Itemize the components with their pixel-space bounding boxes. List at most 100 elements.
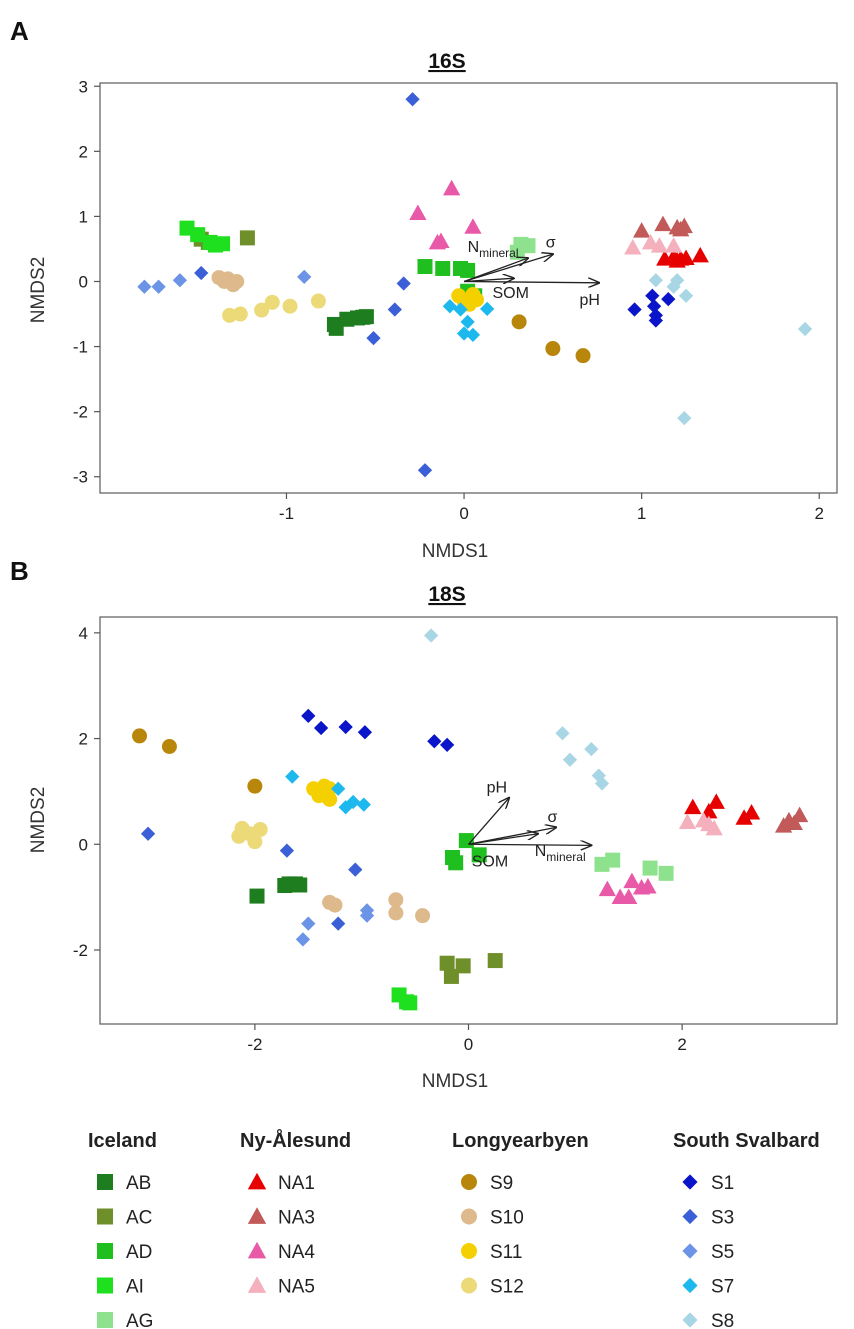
point-NA3	[633, 222, 651, 238]
env-vector-arrow	[468, 834, 538, 845]
y-tick-label: 1	[79, 207, 88, 226]
env-vector-subscript: mineral	[546, 850, 585, 864]
point-S7	[346, 794, 361, 810]
point-S8	[594, 776, 610, 791]
series-S9	[132, 728, 263, 794]
legend-item-label: S11	[490, 1242, 522, 1263]
point-AC	[439, 955, 455, 971]
x-tick-label: 2	[677, 1035, 686, 1054]
legend-group-title: Ny-Ålesund	[240, 1128, 351, 1152]
series-NA1	[656, 246, 709, 268]
point-S8	[670, 273, 685, 288]
legend-item-label: S12	[490, 1277, 524, 1298]
point-S8	[677, 411, 692, 426]
legend-item-label: S7	[711, 1277, 734, 1298]
point-NA4	[639, 877, 657, 894]
point-S11	[322, 781, 338, 797]
series-S7	[442, 299, 495, 342]
legend-item-label: S10	[490, 1208, 524, 1229]
point-NA1	[735, 809, 753, 825]
point-S1	[301, 708, 316, 723]
point-AC	[443, 968, 459, 984]
series-NA5	[624, 233, 683, 255]
scatter-plot-a: -1 0 1 2 3 2 1 0 -1 -2 -3 Nmineral σ SOM pH	[73, 77, 838, 523]
point-AB	[358, 309, 374, 325]
point-S5	[151, 279, 166, 294]
legend-marker-AC	[97, 1208, 113, 1225]
env-vector-subscript: mineral	[479, 246, 518, 260]
series-S8	[423, 628, 610, 791]
legend-marker-NA3	[247, 1207, 267, 1224]
point-AI	[190, 227, 206, 243]
x-tick-label: 1	[637, 504, 646, 523]
point-S1	[645, 288, 660, 303]
series-S12	[231, 820, 268, 850]
point-NA3	[790, 806, 809, 823]
point-S3	[279, 843, 295, 858]
legend-marker-AG	[97, 1312, 113, 1328]
legend-marker-S1	[682, 1174, 698, 1190]
point-AG	[513, 236, 529, 252]
env-vector-arrow	[463, 254, 553, 283]
point-S9	[161, 739, 177, 754]
legend-marker-S8	[682, 1312, 698, 1328]
point-NA5	[664, 237, 683, 253]
legend-item-label: NA3	[278, 1208, 315, 1229]
legend-marker-S7	[682, 1277, 698, 1294]
legend-item-label: AC	[126, 1208, 152, 1229]
legend: Iceland AB AC AD AI AG Ny-Ålesund NA1 NA3 NA4 NA5 L…	[88, 1128, 820, 1329]
env-vector-label: σ	[546, 235, 556, 252]
series-AG	[594, 852, 674, 881]
point-S8	[797, 321, 813, 337]
point-S5	[297, 269, 312, 285]
point-S3	[387, 302, 402, 317]
y-tick-label: -1	[73, 338, 88, 357]
point-S3	[417, 463, 433, 478]
legend-item-label: NA4	[278, 1242, 315, 1263]
legend-marker-NA1	[247, 1172, 267, 1190]
point-NA1	[742, 803, 761, 820]
y-tick-label: 4	[79, 624, 88, 643]
point-S9	[575, 348, 591, 364]
legend-item-label: NA1	[278, 1173, 315, 1194]
point-AI	[402, 995, 418, 1011]
point-S3	[331, 916, 346, 931]
series-NA3	[633, 215, 693, 238]
panel-label-a: A	[10, 16, 29, 46]
x-tick-label: 0	[459, 504, 468, 523]
point-S3	[140, 826, 156, 841]
point-S11	[468, 292, 484, 308]
point-S7	[480, 301, 495, 316]
point-NA4	[409, 204, 427, 221]
point-S10	[229, 273, 245, 289]
legend-item-label: S8	[711, 1311, 734, 1329]
point-S9	[511, 314, 527, 330]
series-S5	[137, 269, 312, 294]
legend-marker-NA4	[247, 1241, 267, 1259]
point-AC	[239, 230, 255, 246]
legend-marker-S3	[682, 1208, 698, 1225]
point-S9	[545, 341, 561, 357]
x-tick-label: -1	[279, 504, 294, 523]
series-NA4	[598, 872, 657, 905]
legend-item-label: S5	[711, 1242, 734, 1263]
point-S12	[310, 293, 326, 309]
point-S3	[396, 276, 411, 291]
point-S7	[456, 326, 472, 341]
y-tick-label: 3	[79, 77, 88, 96]
point-S12	[252, 821, 268, 837]
env-vector-arrow	[468, 798, 510, 845]
legend-item-label: AG	[126, 1311, 153, 1329]
legend-group-title: South Svalbard	[673, 1130, 820, 1152]
point-S10	[388, 892, 404, 908]
point-S10	[388, 905, 404, 921]
point-S9	[132, 728, 148, 744]
point-S12	[282, 298, 298, 314]
point-NA3	[654, 215, 672, 232]
series-S9	[511, 314, 591, 364]
point-S1	[648, 313, 663, 328]
point-S8	[584, 742, 599, 757]
point-S1	[357, 725, 373, 740]
point-NA5	[650, 237, 669, 253]
point-S1	[313, 720, 329, 736]
